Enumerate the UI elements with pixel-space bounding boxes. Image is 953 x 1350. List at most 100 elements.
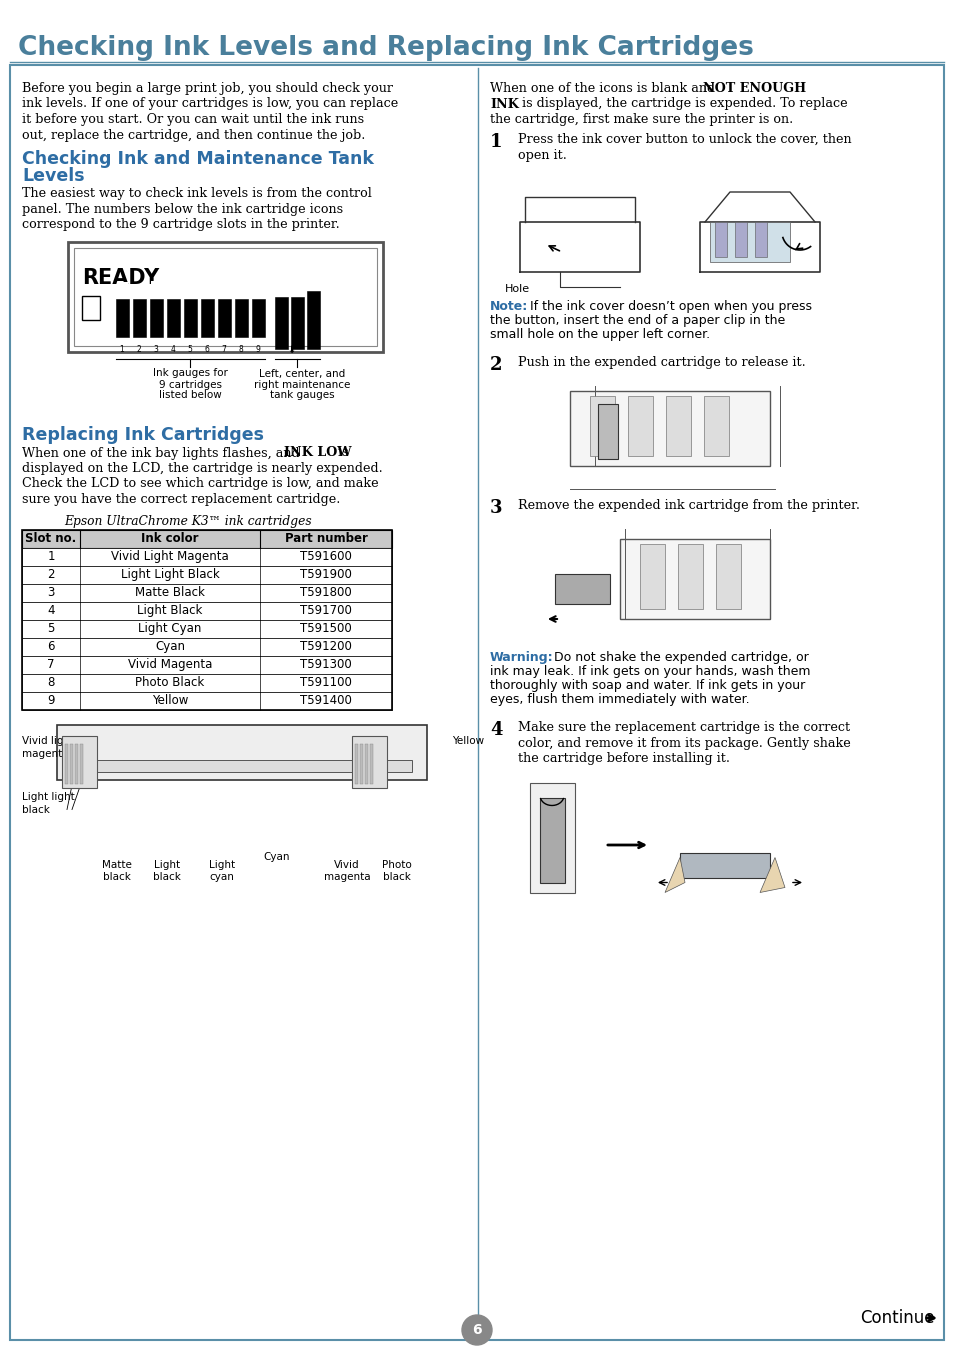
- Text: Press the ink cover button to unlock the cover, then: Press the ink cover button to unlock the…: [517, 134, 851, 146]
- Text: 5: 5: [188, 344, 193, 354]
- Text: NOT ENOUGH: NOT ENOUGH: [702, 82, 805, 94]
- Text: READY: READY: [82, 267, 159, 288]
- Bar: [639, 544, 664, 609]
- Text: 7: 7: [48, 657, 54, 671]
- Text: The easiest way to check ink levels is from the control: The easiest way to check ink levels is f…: [22, 188, 372, 200]
- Bar: [598, 404, 618, 459]
- Text: Vivid
magenta: Vivid magenta: [323, 860, 370, 882]
- Text: Do not shake the expended cartridge, or: Do not shake the expended cartridge, or: [550, 651, 808, 664]
- Bar: [202, 282, 213, 297]
- Text: If the ink cover doesn’t open when you press: If the ink cover doesn’t open when you p…: [525, 300, 811, 313]
- Bar: [70, 744, 73, 783]
- Text: 3: 3: [48, 586, 54, 599]
- Text: 1: 1: [119, 344, 124, 354]
- Text: T591800: T591800: [300, 586, 352, 599]
- Text: Part number: Part number: [284, 532, 367, 545]
- Bar: [253, 290, 264, 297]
- Text: 1: 1: [490, 134, 502, 151]
- Text: T591300: T591300: [300, 657, 352, 671]
- Bar: [530, 783, 575, 892]
- Text: When one of the icons is blank and: When one of the icons is blank and: [490, 82, 719, 94]
- Text: Epson UltraChrome K3™ ink cartridges: Epson UltraChrome K3™ ink cartridges: [64, 514, 312, 528]
- Text: 6: 6: [472, 1323, 481, 1336]
- Text: 8: 8: [48, 676, 54, 688]
- Text: Matte Black: Matte Black: [135, 586, 205, 599]
- Bar: [307, 290, 319, 348]
- Text: T591900: T591900: [300, 568, 352, 580]
- Text: out, replace the cartridge, and then continue the job.: out, replace the cartridge, and then con…: [22, 128, 365, 142]
- Polygon shape: [760, 857, 784, 892]
- Bar: [218, 298, 231, 336]
- Bar: [292, 284, 303, 296]
- Bar: [65, 744, 68, 783]
- Text: Light
black: Light black: [152, 860, 181, 882]
- Bar: [185, 279, 195, 297]
- Text: 2: 2: [48, 568, 54, 580]
- Text: 9 cartridges: 9 cartridges: [159, 379, 222, 390]
- Text: T591100: T591100: [300, 676, 352, 688]
- Text: Checking Ink Levels and Replacing Ink Cartridges: Checking Ink Levels and Replacing Ink Ca…: [18, 35, 753, 61]
- Text: tank gauges: tank gauges: [270, 390, 335, 401]
- Bar: [80, 744, 83, 783]
- Text: Replacing Ink Cartridges: Replacing Ink Cartridges: [22, 427, 264, 444]
- Bar: [82, 296, 100, 320]
- Bar: [22, 548, 392, 566]
- Text: 6: 6: [204, 344, 210, 354]
- Text: Push in the expended cartridge to release it.: Push in the expended cartridge to releas…: [517, 356, 805, 369]
- Text: Note:: Note:: [490, 300, 528, 313]
- Text: 4: 4: [48, 603, 54, 617]
- Bar: [22, 656, 392, 674]
- Text: displayed on the LCD, the cartridge is nearly expended.: displayed on the LCD, the cartridge is n…: [22, 462, 382, 475]
- Text: Photo
black: Photo black: [382, 860, 412, 882]
- Bar: [184, 298, 196, 336]
- Polygon shape: [664, 857, 684, 892]
- Text: 6: 6: [48, 640, 54, 653]
- Text: Ink color: Ink color: [141, 532, 198, 545]
- Text: Vivid light
magenta: Vivid light magenta: [22, 737, 74, 759]
- Bar: [22, 583, 392, 602]
- Text: Hole: Hole: [504, 284, 530, 294]
- Text: the button, insert the end of a paper clip in the: the button, insert the end of a paper cl…: [490, 315, 784, 327]
- Bar: [703, 396, 728, 456]
- Text: INK LOW: INK LOW: [284, 447, 352, 459]
- Text: the cartridge before installing it.: the cartridge before installing it.: [517, 752, 729, 765]
- Bar: [716, 544, 740, 609]
- Bar: [57, 725, 427, 779]
- Text: Light Light Black: Light Light Black: [120, 568, 219, 580]
- Bar: [150, 298, 163, 336]
- Bar: [75, 744, 78, 783]
- Bar: [201, 298, 213, 336]
- Text: 2: 2: [136, 344, 141, 354]
- Text: Warning:: Warning:: [490, 651, 553, 664]
- Bar: [132, 298, 146, 336]
- Bar: [355, 744, 357, 783]
- Text: ink levels. If one of your cartridges is low, you can replace: ink levels. If one of your cartridges is…: [22, 97, 397, 111]
- Text: ⬇: ⬇: [287, 344, 294, 355]
- Text: correspond to the 9 cartridge slots in the printer.: correspond to the 9 cartridge slots in t…: [22, 217, 339, 231]
- Text: 4: 4: [490, 721, 502, 738]
- Text: sure you have the correct replacement cartridge.: sure you have the correct replacement ca…: [22, 493, 340, 506]
- Bar: [133, 285, 145, 297]
- Text: listed below: listed below: [159, 390, 222, 401]
- Bar: [22, 566, 392, 583]
- Text: Cyan: Cyan: [263, 852, 290, 861]
- Bar: [234, 298, 248, 336]
- Text: color, and remove it from its package. Gently shake: color, and remove it from its package. G…: [517, 737, 850, 749]
- Text: 5: 5: [48, 622, 54, 634]
- Text: Yellow: Yellow: [152, 694, 188, 707]
- Text: Vivid Magenta: Vivid Magenta: [128, 657, 212, 671]
- Bar: [167, 298, 180, 336]
- Bar: [714, 221, 726, 256]
- Text: Ink gauges for: Ink gauges for: [152, 369, 228, 378]
- Text: the cartridge, first make sure the printer is on.: the cartridge, first make sure the print…: [490, 113, 792, 126]
- Bar: [754, 221, 766, 256]
- Text: Before you begin a large print job, you should check your: Before you begin a large print job, you …: [22, 82, 393, 94]
- Text: 1: 1: [48, 549, 54, 563]
- Bar: [68, 242, 382, 351]
- Bar: [589, 396, 615, 456]
- Bar: [679, 852, 769, 878]
- Bar: [569, 392, 769, 466]
- Bar: [168, 281, 179, 297]
- Text: Check the LCD to see which cartridge is low, and make: Check the LCD to see which cartridge is …: [22, 478, 378, 490]
- Text: eyes, flush them immediately with water.: eyes, flush them immediately with water.: [490, 693, 749, 706]
